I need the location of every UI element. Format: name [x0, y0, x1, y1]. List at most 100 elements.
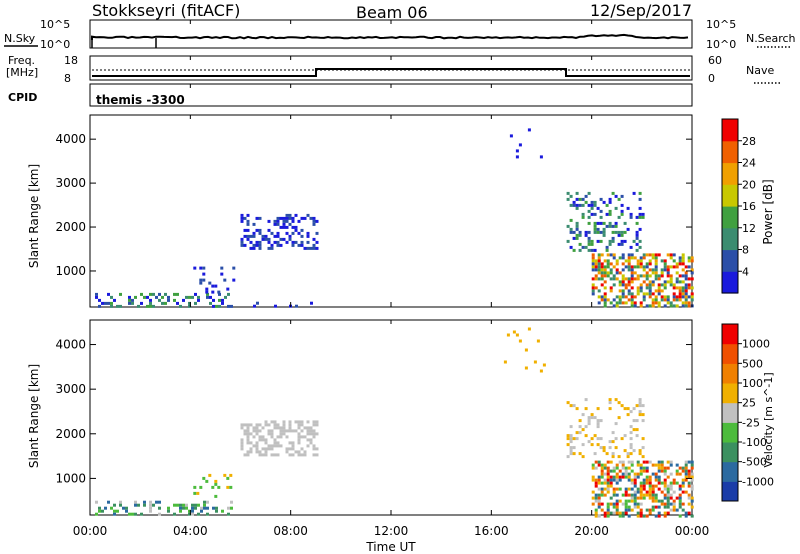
heatmap-cell	[258, 450, 262, 454]
heatmap-cell	[615, 466, 619, 470]
heatmap-cell	[197, 298, 200, 302]
heatmap-cell	[645, 304, 649, 308]
heatmap-cell	[629, 431, 633, 435]
heatmap-cell	[98, 304, 101, 308]
heatmap-cell	[188, 512, 191, 516]
heatmap-cell	[581, 428, 585, 432]
heatmap-cell	[264, 450, 268, 454]
heatmap-cell	[666, 280, 670, 284]
heatmap-cell	[593, 434, 597, 438]
heatmap-cell	[252, 234, 256, 238]
heatmap-cell	[593, 212, 597, 216]
heatmap-cell	[684, 304, 688, 308]
heatmap-cell	[276, 216, 280, 220]
heatmap-cell	[279, 216, 283, 220]
heatmap-cell	[309, 438, 313, 442]
heatmap-cell	[602, 227, 606, 231]
heatmap-cell	[566, 401, 570, 405]
heatmap-cell	[690, 268, 694, 272]
heatmap-cell	[627, 277, 631, 281]
heatmap-cell	[651, 487, 655, 491]
heatmap-cell	[642, 298, 646, 302]
heatmap-cell	[636, 274, 640, 278]
heatmap-cell	[657, 511, 661, 515]
heatmap-cell	[672, 253, 676, 257]
heatmap-cell	[657, 277, 661, 281]
heatmap-cell	[675, 262, 679, 266]
heatmap-cell	[638, 212, 642, 216]
heatmap-cell	[306, 213, 310, 217]
heatmap-cell	[240, 213, 244, 217]
heatmap-cell	[264, 438, 268, 442]
heatmap-cell	[119, 304, 122, 308]
heatmap-cell	[294, 420, 298, 424]
heatmap-cell	[648, 295, 652, 299]
freq-left-tick-bottom: 8	[64, 72, 71, 85]
x-tick-label: 16:00	[474, 524, 509, 538]
y-tick-label: 3000	[55, 382, 86, 396]
heatmap-cell	[194, 506, 197, 510]
heatmap-cell	[663, 259, 667, 263]
velocity-y-axis: 1000 2000 3000 4000	[55, 338, 692, 485]
heatmap-cell	[597, 460, 601, 464]
heatmap-cell	[600, 472, 604, 476]
heatmap-cell	[261, 447, 265, 451]
heatmap-cell	[594, 277, 598, 281]
heatmap-cell	[119, 500, 122, 504]
heatmap-cell	[669, 460, 673, 464]
heatmap-cell	[612, 304, 616, 308]
heatmap-cell	[590, 413, 594, 417]
heatmap-cell	[597, 289, 601, 293]
heatmap-cell	[687, 283, 691, 287]
heatmap-cell	[240, 438, 244, 442]
heatmap-cell	[627, 505, 631, 509]
heatmap-cell	[590, 239, 594, 243]
heatmap-cell	[624, 493, 628, 497]
heatmap-cell	[654, 262, 658, 266]
heatmap-cell	[116, 509, 119, 513]
heatmap-cell	[615, 499, 619, 503]
heatmap-cell	[575, 197, 579, 201]
heatmap-cell	[630, 277, 634, 281]
heatmap-cell	[639, 511, 643, 515]
heatmap-cell	[206, 506, 209, 510]
heatmap-cell	[663, 265, 667, 269]
heatmap-cell	[191, 295, 194, 299]
heatmap-cell	[672, 478, 676, 482]
heatmap-cell	[309, 246, 313, 250]
heatmap-cell	[627, 283, 631, 287]
heatmap-cell	[173, 512, 176, 516]
heatmap-cell	[621, 511, 625, 515]
heatmap-cell	[594, 259, 598, 263]
heatmap-cell	[666, 502, 670, 506]
heatmap-cell	[615, 475, 619, 479]
heatmap-cell	[155, 295, 158, 299]
heatmap-cell	[205, 479, 209, 483]
power-colorbar: 4 8 12 16 20 24 28	[721, 118, 756, 294]
heatmap-cell	[651, 304, 655, 308]
heatmap-cell	[648, 292, 652, 296]
heatmap-cell	[309, 441, 313, 445]
heatmap-cell	[229, 473, 233, 477]
heatmap-cell	[608, 197, 612, 201]
heatmap-cell	[605, 245, 609, 249]
heatmap-cell	[578, 242, 582, 246]
heatmap-cell	[645, 490, 649, 494]
heatmap-cell	[575, 431, 579, 435]
heatmap-cell	[600, 475, 604, 479]
heatmap-cell	[666, 511, 670, 515]
heatmap-cell	[110, 506, 113, 510]
heatmap-cell	[264, 237, 268, 241]
heatmap-cell	[264, 234, 268, 238]
heatmap-cell	[684, 511, 688, 515]
heatmap-cell	[606, 484, 610, 488]
heatmap-cell	[617, 416, 621, 420]
heatmap-cell	[684, 271, 688, 275]
heatmap-cell	[264, 423, 268, 427]
heatmap-cell	[288, 423, 292, 427]
heatmap-cell	[654, 496, 658, 500]
x-tick-label: 08:00	[273, 524, 308, 538]
heatmap-cell	[651, 283, 655, 287]
heatmap-cell	[633, 505, 637, 509]
heatmap-cell	[279, 432, 283, 436]
